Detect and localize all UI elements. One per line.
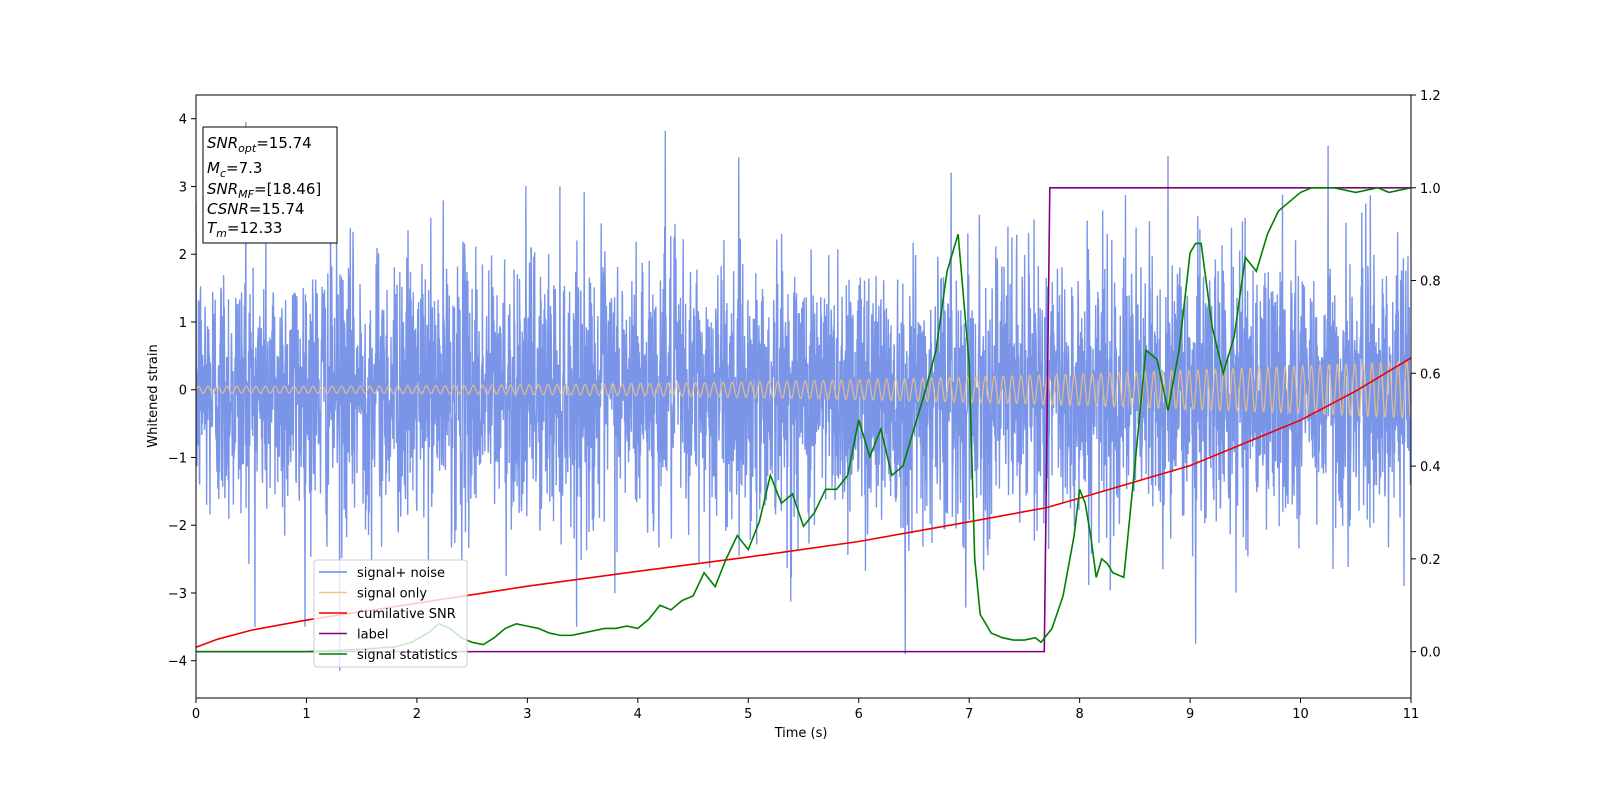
x-tick-label: 2 xyxy=(413,707,421,722)
y-tick-label: 2 xyxy=(179,248,187,263)
signal-only-series xyxy=(196,360,1411,419)
y-tick-label: −1 xyxy=(168,451,187,466)
y2-tick-label: 1.0 xyxy=(1420,182,1441,197)
info-box: SNRopt=15.74 Mc=7.3 SNRMF=[18.46] CSNR=1… xyxy=(202,126,338,244)
x-tick-label: 3 xyxy=(523,707,531,722)
legend-label: signal statistics xyxy=(357,648,458,663)
x-tick-label: 4 xyxy=(634,707,642,722)
legend-label: cumilative SNR xyxy=(357,607,456,622)
x-tick-label: 6 xyxy=(855,707,863,722)
y2-tick-label: 0.6 xyxy=(1420,367,1441,382)
legend: signal+ noise signal only cumilative SNR la… xyxy=(313,559,468,668)
info-snr-mf: SNRMF=[18.46] xyxy=(207,180,321,201)
y-tick-label: −3 xyxy=(168,587,187,602)
info-tm: Tm=12.33 xyxy=(207,219,282,240)
x-tick-label: 1 xyxy=(302,707,310,722)
y-tick-label: −2 xyxy=(168,519,187,534)
y-tick-label: 0 xyxy=(179,384,187,399)
x-tick-label: 10 xyxy=(1292,707,1309,722)
info-csnr: CSNR=15.74 xyxy=(207,200,304,218)
signal-statistics-series xyxy=(196,186,1411,653)
y-tick-label: −4 xyxy=(168,655,187,670)
legend-label: signal+ noise xyxy=(357,566,445,581)
x-axis-label: Time (s) xyxy=(774,726,828,741)
y2-tick-label: 1.2 xyxy=(1420,89,1441,104)
x-tick-label: 5 xyxy=(744,707,752,722)
x-tick-label: 9 xyxy=(1186,707,1194,722)
signal-noise-series xyxy=(196,122,1411,671)
y2-tick-label: 0.2 xyxy=(1420,553,1441,568)
y2-tick-label: 0.0 xyxy=(1420,646,1441,661)
cumulative-snr-series xyxy=(196,357,1411,648)
y-axis-label: Whitened strain xyxy=(146,344,161,447)
y-tick-label: 4 xyxy=(179,113,187,128)
x-tick-label: 11 xyxy=(1403,707,1420,722)
plot-frame xyxy=(195,94,1412,699)
y2-tick-label: 0.8 xyxy=(1420,275,1441,290)
legend-label: signal only xyxy=(357,587,427,602)
y2-tick-label: 0.4 xyxy=(1420,460,1441,475)
label-series xyxy=(196,186,1411,653)
y-tick-label: 3 xyxy=(179,180,187,195)
x-tick-label: 7 xyxy=(965,707,973,722)
legend-label: label xyxy=(357,628,388,643)
x-tick-label: 8 xyxy=(1075,707,1083,722)
x-tick-label: 0 xyxy=(192,707,200,722)
info-mc: Mc=7.3 xyxy=(207,159,262,180)
info-snr-opt: SNRopt=15.74 xyxy=(207,134,312,155)
y-tick-label: 1 xyxy=(179,316,187,331)
